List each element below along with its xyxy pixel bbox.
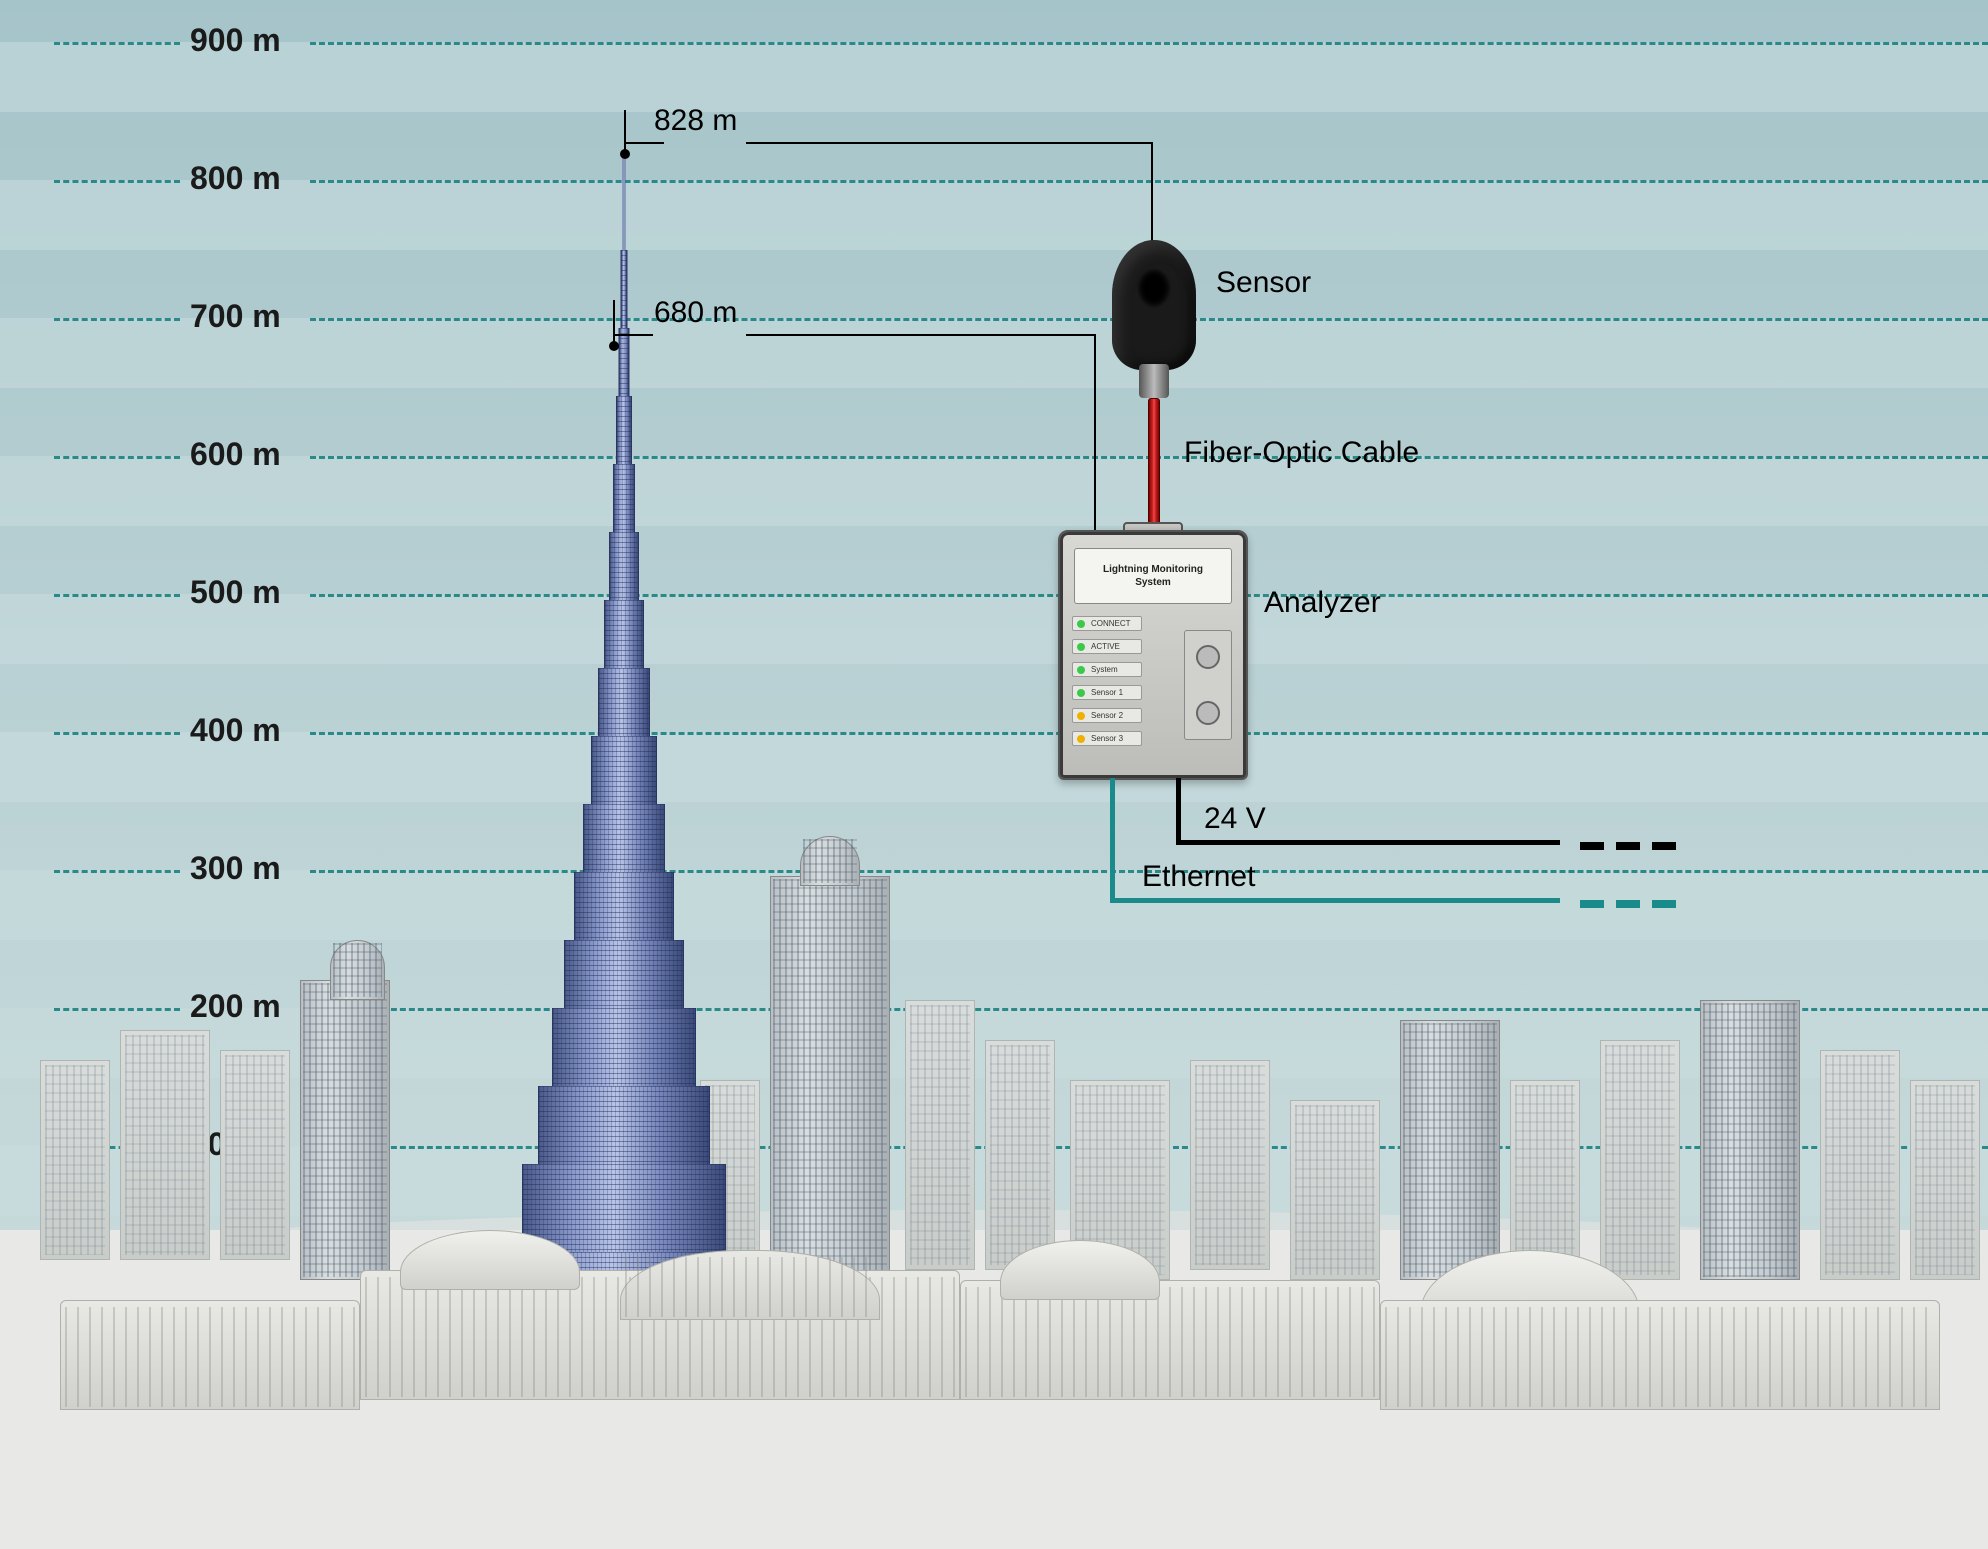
scale-label: 900 m [190,22,281,59]
led-label: Sensor 1 [1091,688,1123,697]
analyzer-plate-line2: System [1135,577,1171,588]
scale-label: 600 m [190,436,281,473]
analyzer-led-row: Sensor 2 [1072,708,1142,723]
callout-label: 680 m [654,296,737,330]
led-label: CONNECT [1091,619,1131,628]
led-icon [1077,666,1085,674]
scale-label: 400 m [190,712,281,749]
analyzer-led-row: Sensor 1 [1072,685,1142,700]
analyzer-led-column: CONNECT ACTIVE System Sensor 1 Sensor 2 Senso… [1072,616,1142,746]
led-label: Sensor 3 [1091,734,1123,743]
analyzer-led-row: System [1072,662,1142,677]
grid-dash-left [54,1008,180,1011]
led-icon [1077,712,1085,720]
analyzer-led-row: Sensor 3 [1072,731,1142,746]
scale-label: 300 m [190,850,281,887]
ethernet-dash-icon [1580,895,1688,903]
led-label: Sensor 2 [1091,711,1123,720]
led-label: System [1091,665,1118,674]
grid-dash-left [54,456,180,459]
scale-band [0,456,1988,526]
sensor-label: Sensor [1216,266,1311,300]
led-icon [1077,735,1085,743]
grid-dash-right [310,42,1988,45]
grid-dash-left [54,870,180,873]
scale-band [0,42,1988,112]
diagram-canvas: 900 m 800 m 700 m 600 m 500 m 400 m 300 m 200 m… [0,0,1988,1549]
fiber-optic-cable [1148,398,1160,532]
scale-label: 700 m [190,298,281,335]
grid-dash-left [54,732,180,735]
grid-dash-left [54,42,180,45]
scale-band [0,594,1988,664]
grid-dash-left [54,318,180,321]
analyzer-plate-line1: Lightning Monitoring [1103,564,1203,575]
analyzer-plate: Lightning Monitoring System [1074,548,1232,604]
grid-dash-left [54,594,180,597]
led-icon [1077,643,1085,651]
analyzer-port-panel [1184,630,1232,740]
fiber-label: Fiber-Optic Cable [1184,436,1419,470]
led-icon [1077,620,1085,628]
analyzer-led-row: CONNECT [1072,616,1142,631]
analyzer-device: Lightning Monitoring System CONNECT ACTIV… [1058,530,1248,780]
scale-label: 500 m [190,574,281,611]
analyzer-led-row: ACTIVE [1072,639,1142,654]
sensor-device [1112,240,1196,370]
scale-band [0,180,1988,250]
led-label: ACTIVE [1091,642,1120,651]
scale-band [0,318,1988,388]
scale-label: 800 m [190,160,281,197]
power-dash-icon [1580,837,1688,845]
burj-khalifa [494,152,754,1352]
ethernet-label: Ethernet [1142,860,1255,894]
led-icon [1077,689,1085,697]
grid-dash-left [54,180,180,183]
scale-label: 200 m [190,988,281,1025]
callout-label: 828 m [654,104,737,138]
analyzer-label: Analyzer [1264,586,1381,620]
scale-band [0,732,1988,802]
power-label: 24 V [1204,802,1266,836]
scale-band [0,870,1988,940]
